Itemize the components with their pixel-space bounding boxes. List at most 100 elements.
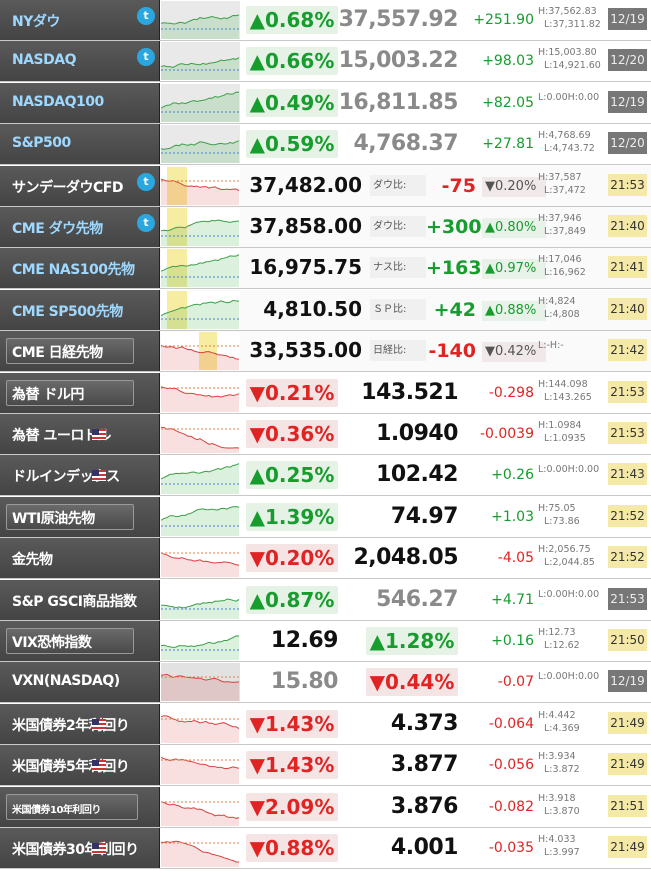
instrument-name-cell[interactable]: CME NAS100先物 — [0, 248, 160, 289]
quote-row[interactable]: CME 日経先物 33,535.00 日経比: -140 ▼0.42% L:-H:- 21:… — [0, 331, 651, 373]
sparkline-chart — [161, 622, 240, 660]
price-value: 4,768.37 — [353, 131, 458, 157]
quote-row[interactable]: 米国債券2年利回り ▼1.43% 4.373 -0.064 H:4.442 L:4.369… — [0, 703, 651, 745]
quote-row[interactable]: NYダウ t ▲0.68% 37,557.92 +251.90 H:37,562.83 L:… — [0, 0, 651, 41]
quote-values: ▲1.39% 74.97 +1.03 H:75.05 L:73.86 21:52 — [242, 497, 651, 537]
low-value: L:16,962 — [544, 267, 586, 279]
instrument-button[interactable] — [6, 379, 134, 406]
instrument-name-cell[interactable]: CME 日経先物 — [0, 331, 160, 372]
instrument-name-cell[interactable]: CME SP500先物 — [0, 289, 160, 330]
instrument-name-cell[interactable]: NYダウ t — [0, 0, 160, 40]
instrument-name-cell[interactable]: NASDAQ100 — [0, 82, 160, 123]
instrument-name-cell[interactable]: 為替 ユーロドル — [0, 414, 160, 454]
update-time: 12/19 — [608, 90, 647, 113]
price-value: 16,811.85 — [338, 89, 459, 115]
change-percent: ▼1.43% — [246, 751, 338, 780]
sparkline-chart — [161, 456, 240, 495]
quote-row[interactable]: 金先物 ▼0.20% 2,048.05 -4.05 H:2,056.75 L:2,044.… — [0, 538, 651, 580]
instrument-name: NASDAQ100 — [12, 93, 104, 110]
quote-row[interactable]: VXN(NASDAQ) 15.80 ▼0.44% -0.07 L:0.00H:0.00 1… — [0, 662, 651, 704]
diff-value: -75 — [441, 174, 476, 197]
price-value: 37,482.00 — [249, 172, 362, 197]
instrument-name-cell[interactable]: NASDAQ t — [0, 41, 160, 82]
instrument-name-cell[interactable]: VXN(NASDAQ) — [0, 662, 160, 703]
quote-row[interactable]: S&P GSCI商品指数 ▲0.87% 546.27 +4.71 L:0.00H:0.0… — [0, 579, 651, 621]
compare-label: ＳＰ比: — [370, 298, 426, 320]
update-time: 21:51 — [608, 794, 647, 817]
instrument-name-cell[interactable]: CME ダウ先物 t — [0, 207, 160, 247]
sparkline-chart — [161, 83, 240, 122]
compare-label: ナス比: — [370, 257, 426, 279]
instrument-name: 米国債券30年利回り — [12, 842, 139, 858]
quote-values: ▼1.43% 3.877 -0.056 H:3.934 L:3.872 21:49 — [242, 745, 651, 785]
quote-values: 4,810.50 ＳＰ比: +42 ▲0.88% H:4,824 L:4,808 21:40 — [242, 290, 651, 330]
instrument-name-cell[interactable]: サンデーダウCFD t — [0, 165, 160, 206]
update-time: 21:52 — [608, 504, 647, 527]
instrument-name-cell[interactable]: 米国債券30年利回り — [0, 828, 160, 868]
high-low: H:2,056.75 L:2,044.85 — [538, 543, 595, 569]
instrument-name: S&P500 — [12, 135, 71, 152]
instrument-button[interactable] — [6, 628, 134, 654]
change-value: +0.26 — [491, 467, 534, 484]
instrument-name-cell[interactable]: WTI原油先物 — [0, 496, 160, 537]
twitter-icon[interactable]: t — [137, 172, 155, 191]
quote-row[interactable]: 米国債券10年利回りt▼2.09%3.876-0.082H:3.918L:3.8… — [0, 786, 651, 828]
low-value: L:1.0935 — [544, 433, 586, 444]
quote-row[interactable]: WTI原油先物 ▲1.39% 74.97 +1.03 H:75.05 L:73.86 21:… — [0, 496, 651, 538]
quote-values: ▼0.88% 4.001 -0.035 H:4.033 L:3.997 21:49 — [242, 828, 651, 868]
high-low: H:17,046 L:16,962 — [538, 253, 586, 279]
low-value: L:37,472 — [544, 184, 586, 196]
instrument-name-cell[interactable]: 米国債券5年利回り — [0, 745, 160, 786]
quote-row[interactable]: 為替 ドル円 ▼0.21% 143.521 -0.298 H:144.098 L:143.… — [0, 372, 651, 414]
quote-row[interactable]: NASDAQ100 ▲0.49% 16,811.85 +82.05 L:0.00H:0.… — [0, 82, 651, 124]
instrument-name-cell[interactable]: S&P GSCI商品指数 — [0, 579, 160, 620]
low-value: L:37,849 — [544, 226, 586, 237]
low-value: L:12.62 — [544, 640, 580, 651]
compare-label: 日経比: — [370, 340, 426, 362]
high-value: H:15,003.80 — [538, 47, 597, 59]
quote-row[interactable]: NASDAQ t ▲0.66% 15,003.22 +98.03 H:15,003.80 L… — [0, 41, 651, 83]
diff-value: +42 — [433, 298, 476, 321]
instrument-name-cell[interactable]: ドルインデックス — [0, 455, 160, 496]
instrument-name-cell[interactable]: 為替 ドル円 — [0, 372, 160, 413]
instrument-name: CME ダウ先物 — [12, 221, 103, 237]
quote-row[interactable]: ドルインデックス ▲0.25% 102.42 +0.26 L:0.00H:0.00 21:… — [0, 455, 651, 497]
instrument-name-cell[interactable]: 米国債券2年利回り — [0, 703, 160, 744]
instrument-button[interactable] — [6, 503, 134, 530]
quote-values: ▼1.43% 4.373 -0.064 H:4.442 L:4.369 21:49 — [242, 704, 651, 744]
change-value: -0.056 — [488, 757, 534, 774]
twitter-icon[interactable]: t — [137, 48, 155, 67]
price-value: 15,003.22 — [338, 48, 459, 74]
high-value: L:0.00H:0.00 — [538, 464, 600, 476]
quote-row[interactable]: 為替 ユーロドル ▼0.36% 1.0940 -0.0039 H:1.0984 L:1.0… — [0, 414, 651, 455]
high-low: H:144.098 L:143.265 — [538, 378, 592, 404]
instrument-name-cell[interactable]: 金先物 — [0, 538, 160, 579]
diff-value: +163 — [426, 257, 482, 280]
quote-values: ▼0.21% 143.521 -0.298 H:144.098 L:143.265 21:… — [242, 373, 651, 413]
instrument-button[interactable] — [6, 793, 138, 820]
quote-row[interactable]: 米国債券5年利回り ▼1.43% 3.877 -0.056 H:3.934 L:3.872… — [0, 745, 651, 787]
high-value: H:17,046 — [538, 254, 582, 266]
quote-row[interactable]: VIX恐怖指数t 12.69 ▲1.28% +0.16 H:12.73 L:12.62 21… — [0, 621, 651, 662]
quote-row[interactable]: CME NAS100先物 16,975.75 ナス比: +163 ▲0.97% H:17,… — [0, 248, 651, 290]
twitter-icon[interactable]: t — [137, 7, 155, 25]
quote-row[interactable]: CME SP500先物 4,810.50 ＳＰ比: +42 ▲0.88% H:4,824 L… — [0, 289, 651, 331]
instrument-name-cell[interactable]: VIX恐怖指数t — [0, 621, 191, 661]
high-low: H:4.442 L:4.369 — [538, 709, 580, 735]
instrument-name-cell[interactable]: 米国債券10年利回りt — [0, 786, 191, 827]
change-percent: ▲0.49% — [246, 88, 338, 117]
quote-row[interactable]: 米国債券30年利回り ▼0.88% 4.001 -0.035 H:4.033 L:3.99… — [0, 828, 651, 869]
instrument-button[interactable] — [6, 338, 134, 365]
update-time: 21:41 — [608, 256, 647, 279]
quote-row[interactable]: S&P500 ▲0.59% 4,768.37 +27.81 H:4,768.69 L:4,… — [0, 124, 651, 166]
quote-row[interactable]: CME ダウ先物 t 37,858.00 ダウ比: +300 ▲0.80% H:37,946… — [0, 207, 651, 248]
change-value: +98.03 — [482, 53, 534, 70]
twitter-icon[interactable]: t — [137, 214, 155, 232]
instrument-name-cell[interactable]: S&P500 — [0, 124, 160, 165]
low-value: L:37,311.82 — [544, 19, 601, 30]
change-value: +4.71 — [491, 591, 534, 608]
quote-row[interactable]: サンデーダウCFD t 37,482.00 ダウ比: -75 ▼0.20% H:37,587… — [0, 165, 651, 207]
quote-values: ▲0.68% 37,557.92 +251.90 H:37,562.83 L:37,31… — [242, 0, 651, 40]
high-value: H:144.098 — [538, 378, 588, 390]
diff-percent: ▼0.20% — [482, 176, 546, 197]
